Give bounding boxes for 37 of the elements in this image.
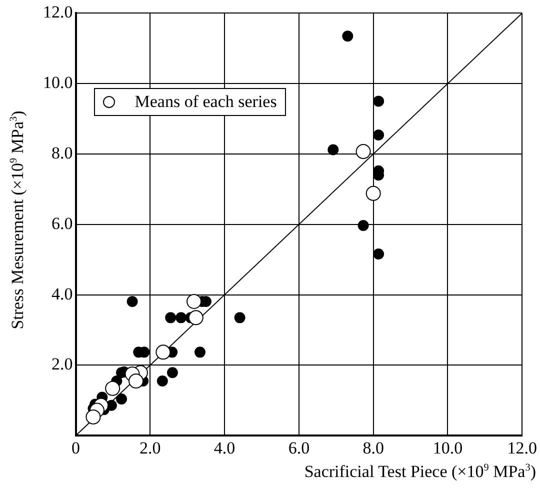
point (188, 310, 204, 326)
point (166, 367, 178, 378)
point (366, 186, 381, 201)
point (86, 409, 101, 424)
y-tick-label: 2.0 (52, 354, 73, 374)
x-tick-label: 6.0 (288, 438, 310, 458)
y-tick-label: 12.0 (43, 2, 73, 22)
point (186, 294, 202, 309)
y-tick-label: 6.0 (52, 214, 73, 233)
x-tick-label: 12.0 (507, 438, 537, 458)
point (373, 129, 384, 140)
point (176, 312, 187, 324)
x-tick-label: 10.0 (432, 438, 463, 458)
point (165, 312, 176, 324)
legend-label: Means of each series (134, 92, 277, 112)
point (194, 346, 206, 358)
point (373, 96, 384, 107)
point (156, 376, 168, 387)
point (328, 144, 339, 156)
point (358, 220, 369, 231)
x-tick-label: 4.0 (214, 438, 236, 458)
point (234, 312, 246, 324)
x-tick-label: 0 (72, 438, 80, 458)
point (342, 30, 354, 42)
point (373, 248, 384, 260)
point (126, 296, 138, 307)
x-tick-label: 2.0 (140, 438, 161, 458)
y-tick-label: 10.0 (43, 73, 73, 92)
x-axis-title: Sacrificial Test Piece (×10$^{9}$ MPa$^{3}$) (304, 462, 536, 482)
x-tick-label: 8.0 (362, 438, 384, 458)
point (105, 380, 120, 396)
y-tick-label: 4.0 (52, 284, 73, 304)
point (116, 393, 128, 404)
point (156, 344, 171, 360)
y-tick-label: 8.0 (52, 143, 73, 162)
point (356, 144, 371, 160)
point (128, 374, 144, 389)
